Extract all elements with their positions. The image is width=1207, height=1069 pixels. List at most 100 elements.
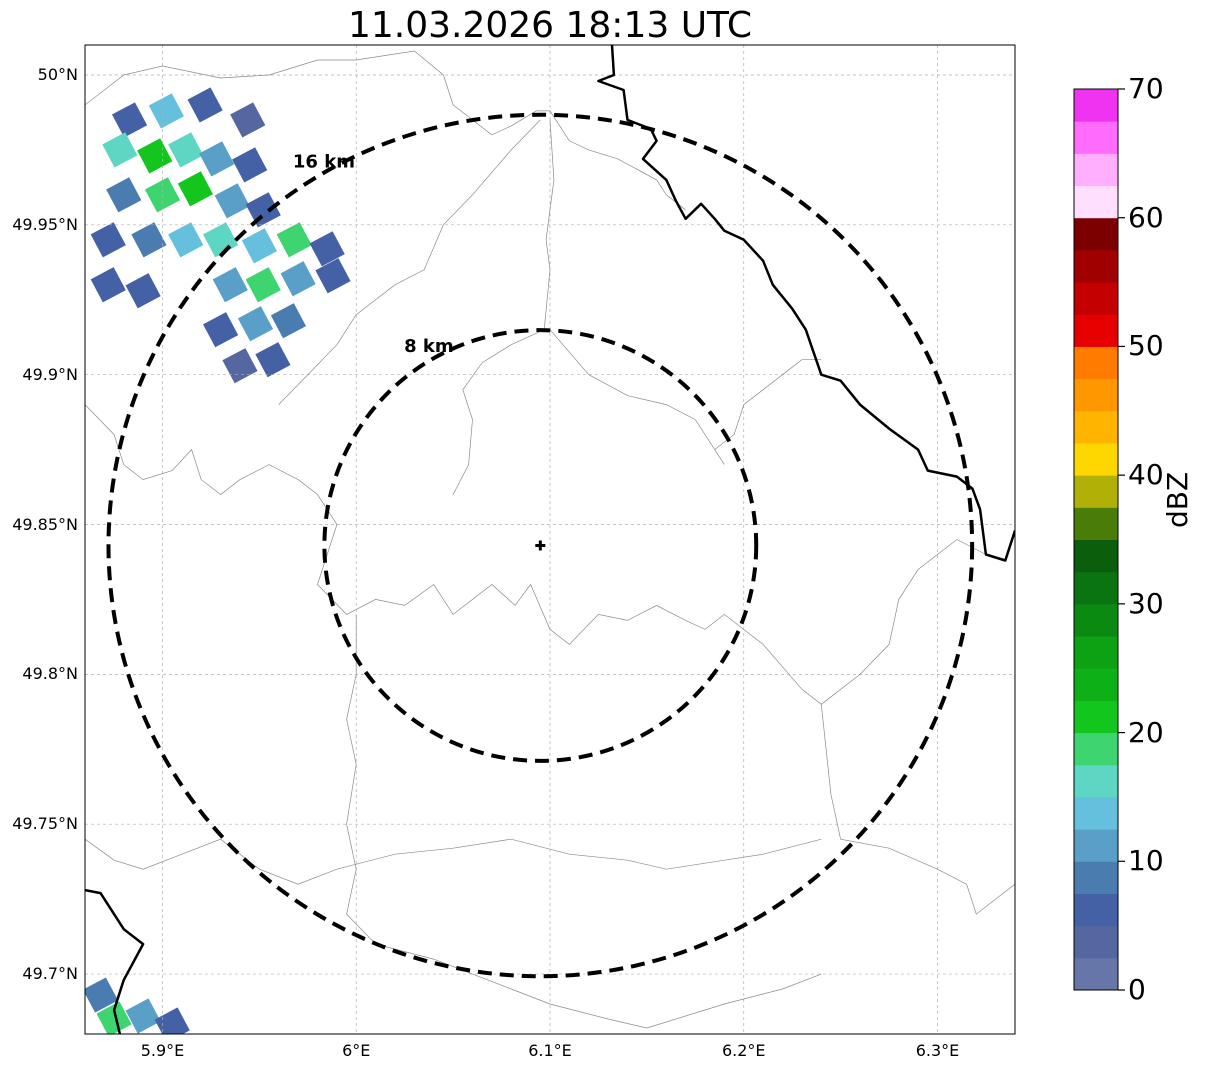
reflectivity-cell: [168, 222, 204, 258]
reflectivity-cell: [212, 267, 248, 303]
reflectivity-cell: [125, 273, 161, 309]
colorbar-label: dBZ: [1161, 471, 1194, 528]
range-ring-label: 8 km: [404, 336, 454, 357]
colorbar-segment: [1074, 636, 1118, 669]
colorbar-segment: [1074, 121, 1118, 154]
reflectivity-cell: [203, 312, 239, 348]
colorbar-segment: [1074, 153, 1118, 187]
reflectivity-cell: [199, 141, 235, 177]
admin-boundary: [278, 119, 541, 405]
colorbar-segment: [1074, 346, 1118, 380]
colorbar-segment: [1074, 217, 1118, 251]
colorbar-tick-label: 0: [1128, 973, 1146, 1006]
colorbar-tick-label: 30: [1128, 586, 1164, 620]
colorbar-segment: [1074, 957, 1118, 991]
reflectivity-cell: [245, 192, 281, 228]
reflectivity-layer: [85, 87, 351, 1034]
reflectivity-cell: [232, 147, 268, 183]
reflectivity-cell: [144, 177, 181, 213]
lat-tick-label: 49.7°N: [22, 964, 78, 984]
map-frame: [84, 44, 1016, 1035]
radar-site-marker: [535, 540, 546, 551]
lat-tick-label: 49.85°N: [12, 514, 78, 534]
colorbar-tick-label: 70: [1128, 72, 1164, 105]
lon-tick-label: 6.1°E: [528, 1041, 572, 1060]
colorbar-frame: [1073, 88, 1119, 991]
colorbar-tick-label: 20: [1128, 715, 1164, 749]
reflectivity-cell: [111, 102, 148, 138]
reflectivity-cell: [214, 183, 250, 219]
lon-tick-label: 5.9°E: [140, 1041, 185, 1060]
reflectivity-cell: [315, 258, 351, 294]
colorbar-segment: [1074, 282, 1118, 315]
admin-boundary: [821, 539, 987, 705]
colorbar-tick-label: 10: [1128, 844, 1164, 878]
reflectivity-cell: [90, 222, 126, 258]
reflectivity-cell: [168, 132, 204, 168]
admin-boundary: [452, 119, 555, 495]
lat-tick-label: 49.9°N: [22, 364, 78, 384]
admin-boundary: [714, 359, 822, 450]
lat-tick-label: 49.8°N: [22, 664, 78, 684]
reflectivity-cell: [125, 998, 161, 1034]
reflectivity-cell: [309, 231, 345, 267]
reflectivity-cell: [255, 342, 291, 378]
lon-tick-label: 6.3°E: [915, 1041, 960, 1060]
colorbar-segment: [1074, 185, 1118, 219]
colorbar-segment: [1074, 442, 1118, 476]
lon-tick-label: 6°E: [342, 1041, 371, 1060]
reflectivity-cell: [245, 267, 281, 303]
admin-boundary: [608, 973, 822, 1029]
colorbar-segment: [1074, 539, 1118, 573]
reflectivity-cell: [241, 228, 277, 264]
admin-boundary: [820, 704, 1015, 915]
reflectivity-cell: [137, 138, 173, 174]
reflectivity-cell: [90, 267, 126, 303]
colorbar-segment: [1074, 893, 1118, 927]
colorbar-segment: [1074, 603, 1118, 637]
colorbar: [1073, 88, 1125, 991]
colorbar-segment: [1074, 571, 1118, 605]
admin-boundaries: [85, 50, 1015, 1029]
admin-boundary: [549, 329, 725, 465]
colorbar-segment: [1074, 410, 1118, 444]
range-rings: 8 km 16 km: [106, 112, 975, 979]
colorbar-tick-label: 50: [1128, 329, 1164, 363]
reflectivity-cell: [148, 93, 184, 129]
colorbar-tick-label: 60: [1128, 200, 1164, 234]
admin-boundary: [85, 404, 822, 705]
reflectivity-cell: [177, 171, 214, 207]
colorbar-segment: [1074, 314, 1118, 347]
range-ring-16km: [106, 112, 975, 979]
lat-tick-label: 49.75°N: [12, 814, 78, 834]
admin-boundary: [346, 614, 609, 1020]
reflectivity-cell: [222, 348, 258, 384]
colorbar-segment: [1074, 829, 1118, 862]
country-border: [85, 888, 145, 1034]
reflectivity-cell: [280, 261, 316, 297]
colorbar-segment: [1074, 89, 1118, 122]
lon-tick-label: 6.2°E: [721, 1041, 766, 1060]
admin-boundary: [85, 838, 822, 885]
reflectivity-cell: [237, 306, 274, 342]
colorbar-segment: [1074, 925, 1118, 959]
reflectivity-cell: [154, 1007, 190, 1034]
range-ring-8km: [322, 328, 759, 763]
colorbar-segment: [1074, 732, 1118, 766]
reflectivity-cell: [102, 132, 138, 168]
reflectivity-cell: [270, 303, 307, 339]
reflectivity-cell: [131, 222, 167, 258]
reflectivity-cell: [106, 177, 142, 213]
reflectivity-cell: [85, 977, 119, 1013]
colorbar-tick-label: 40: [1128, 458, 1164, 492]
admin-boundary: [85, 50, 686, 211]
colorbar-segment: [1074, 475, 1118, 508]
reflectivity-cell: [203, 222, 239, 258]
range-ring-label: 16 km: [293, 151, 355, 172]
colorbar-segment: [1074, 700, 1118, 734]
reflectivity-cell: [230, 102, 266, 138]
colorbar-segment: [1074, 507, 1118, 540]
reflectivity-cell: [96, 1001, 132, 1034]
colorbar-segment: [1074, 378, 1118, 412]
